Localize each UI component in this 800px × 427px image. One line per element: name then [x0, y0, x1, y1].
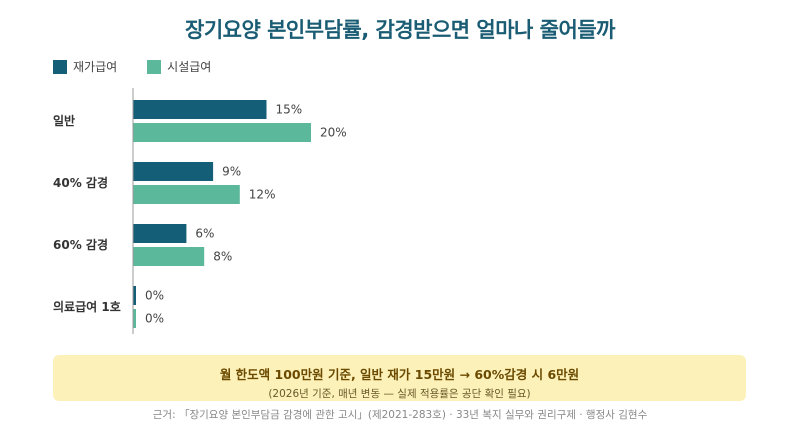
data-label: 15% — [276, 103, 303, 117]
note-box: 월 한도액 100만원 기준, 일반 재가 15만원 → 60%감경 시 6만원… — [53, 355, 746, 401]
data-label: 6% — [195, 227, 214, 241]
bar — [133, 224, 187, 243]
bar — [133, 123, 311, 142]
bar — [133, 309, 136, 328]
category-label: 60% 감경 — [53, 237, 108, 252]
category-label: 일반 — [53, 113, 75, 128]
bar — [133, 185, 240, 204]
source-text: 근거: 「장기요양 본인부담금 감경에 관한 고시」(제2021-283호) ·… — [152, 409, 648, 421]
note-sub: (2026년 기준, 매년 변동 — 실제 적용률은 공단 확인 필요) — [268, 388, 531, 400]
legend-swatch-facility-care — [147, 59, 162, 74]
data-label: 8% — [213, 250, 232, 264]
data-label: 0% — [145, 312, 164, 326]
data-label: 0% — [145, 289, 164, 303]
legend-swatch-home-care — [53, 59, 67, 74]
legend-label-facility-care: 시설급여 — [167, 60, 212, 74]
data-label: 9% — [222, 165, 241, 179]
data-label: 20% — [320, 126, 347, 140]
legend-label-home-care: 재가급여 — [73, 60, 118, 74]
note-main: 월 한도액 100만원 기준, 일반 재가 15만원 → 60%감경 시 6만원 — [219, 367, 580, 382]
legend: 재가급여 시설급여 — [53, 58, 241, 75]
bar — [133, 247, 205, 266]
chart-title: 장기요양 본인부담률, 감경받으면 얼마나 줄어들까 — [185, 18, 615, 42]
category-label: 의료급여 1호 — [53, 299, 121, 314]
category-label: 40% 감경 — [53, 175, 108, 190]
bar — [133, 286, 136, 305]
legend-item-home-care: 재가급여 — [53, 58, 117, 75]
bar-chart: 일반 15% 20% 40% 감경 9% 12% 60% 감경 6% 8% 의료급여 1호 0% 0% — [53, 88, 347, 334]
legend-item-facility-care: 시설급여 — [147, 58, 211, 75]
bar — [133, 162, 214, 181]
data-label: 12% — [249, 188, 276, 202]
bar — [133, 100, 267, 119]
